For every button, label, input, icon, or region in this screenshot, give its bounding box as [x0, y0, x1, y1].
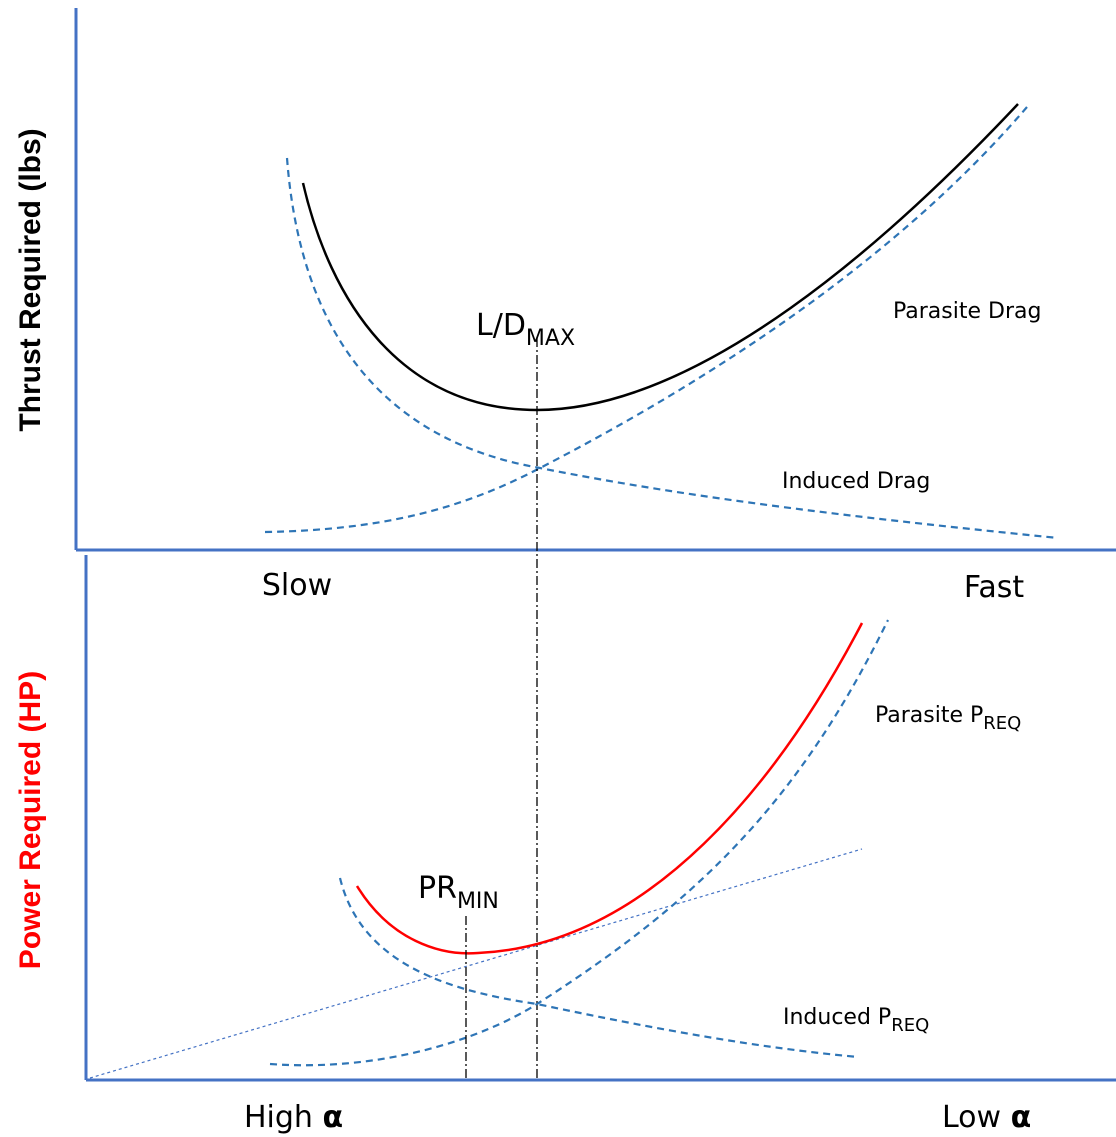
- thrust-induced-drag-curve: [285, 157, 1059, 540]
- induced-preq-label: Induced PREQ: [783, 1005, 929, 1036]
- ld-max-label: L/DMAX: [476, 308, 575, 351]
- thrust-x-left-label: Slow: [262, 568, 332, 603]
- thrust-required-curve: [301, 103, 1019, 412]
- induced-drag-label: Induced Drag: [782, 469, 930, 494]
- parasite-drag-label: Parasite Drag: [893, 299, 1041, 324]
- power-x-left-label: High α: [244, 1100, 343, 1135]
- parasite-preq-label: Parasite PREQ: [875, 703, 1021, 734]
- power-parasite-preq-curve: [269, 619, 889, 1067]
- power-tangent-line: [89, 848, 863, 1079]
- thrust-x-right-label: Fast: [964, 570, 1025, 605]
- power-induced-preq-curve: [338, 877, 859, 1059]
- thrust-y-axis-title: Thrust Required (lbs): [14, 128, 47, 431]
- power-y-axis-title: Power Required (HP): [14, 671, 47, 969]
- power-required-curve: [355, 622, 864, 955]
- power-x-right-label: Low α: [942, 1100, 1031, 1135]
- pr-min-label: PRMIN: [418, 871, 499, 914]
- thrust-parasite-drag-curve: [264, 106, 1028, 534]
